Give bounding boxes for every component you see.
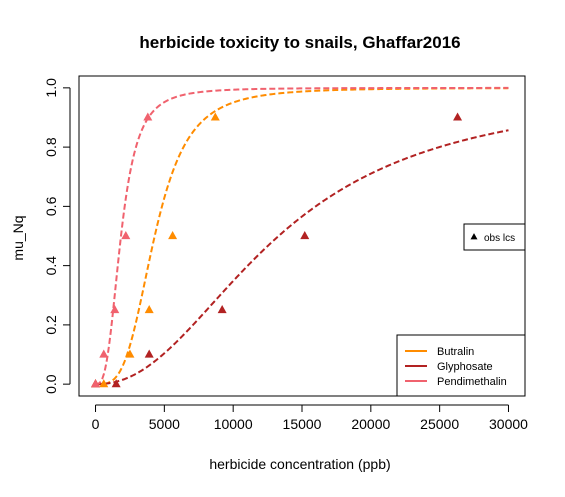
- data-point-pendimethalin: [99, 349, 109, 358]
- data-point-pendimethalin: [143, 112, 153, 121]
- data-point-butralin: [125, 349, 135, 358]
- x-tick-label: 25000: [420, 416, 459, 432]
- x-axis-label: herbicide concentration (ppb): [209, 456, 390, 472]
- marker-legend-symbol: [470, 233, 478, 240]
- data-point-pendimethalin: [110, 305, 120, 314]
- x-tick-label: 10000: [214, 416, 253, 432]
- x-tick-label: 20000: [351, 416, 390, 432]
- y-axis-label: mu_Nq: [10, 215, 26, 260]
- fit-curve-glyphosate: [95, 129, 509, 386]
- legend-label: Glyphosate: [437, 361, 493, 373]
- data-point-butralin: [144, 305, 154, 314]
- fit-curve-butralin: [95, 87, 509, 386]
- data-point-butralin: [210, 112, 220, 121]
- data-point-glyphosate: [111, 379, 121, 388]
- y-tick-label: 0.8: [43, 137, 59, 157]
- marker-legend-label: obs lcs: [484, 233, 515, 244]
- data-point-glyphosate: [144, 349, 154, 358]
- data-point-butralin: [99, 379, 109, 388]
- data-point-pendimethalin: [121, 230, 131, 240]
- legend-label: Butralin: [437, 346, 474, 358]
- legend-label: Pendimethalin: [437, 376, 507, 388]
- x-tick-label: 0: [92, 416, 100, 432]
- x-tick-label: 15000: [283, 416, 322, 432]
- x-tick-label: 30000: [489, 416, 528, 432]
- data-point-glyphosate: [453, 112, 463, 121]
- data-point-glyphosate: [300, 230, 310, 240]
- y-tick-label: 0.0: [43, 374, 59, 394]
- data-point-glyphosate: [217, 305, 227, 314]
- y-tick-label: 0.6: [43, 196, 59, 216]
- fit-curve-pendimethalin: [95, 86, 509, 386]
- y-tick-label: 0.2: [43, 315, 59, 335]
- y-tick-label: 1.0: [43, 78, 59, 98]
- chart-title: herbicide toxicity to snails, Ghaffar201…: [139, 33, 460, 52]
- data-point-pendimethalin: [91, 379, 101, 388]
- data-point-butralin: [168, 230, 178, 240]
- x-tick-label: 5000: [149, 416, 180, 432]
- y-tick-label: 0.4: [43, 256, 59, 276]
